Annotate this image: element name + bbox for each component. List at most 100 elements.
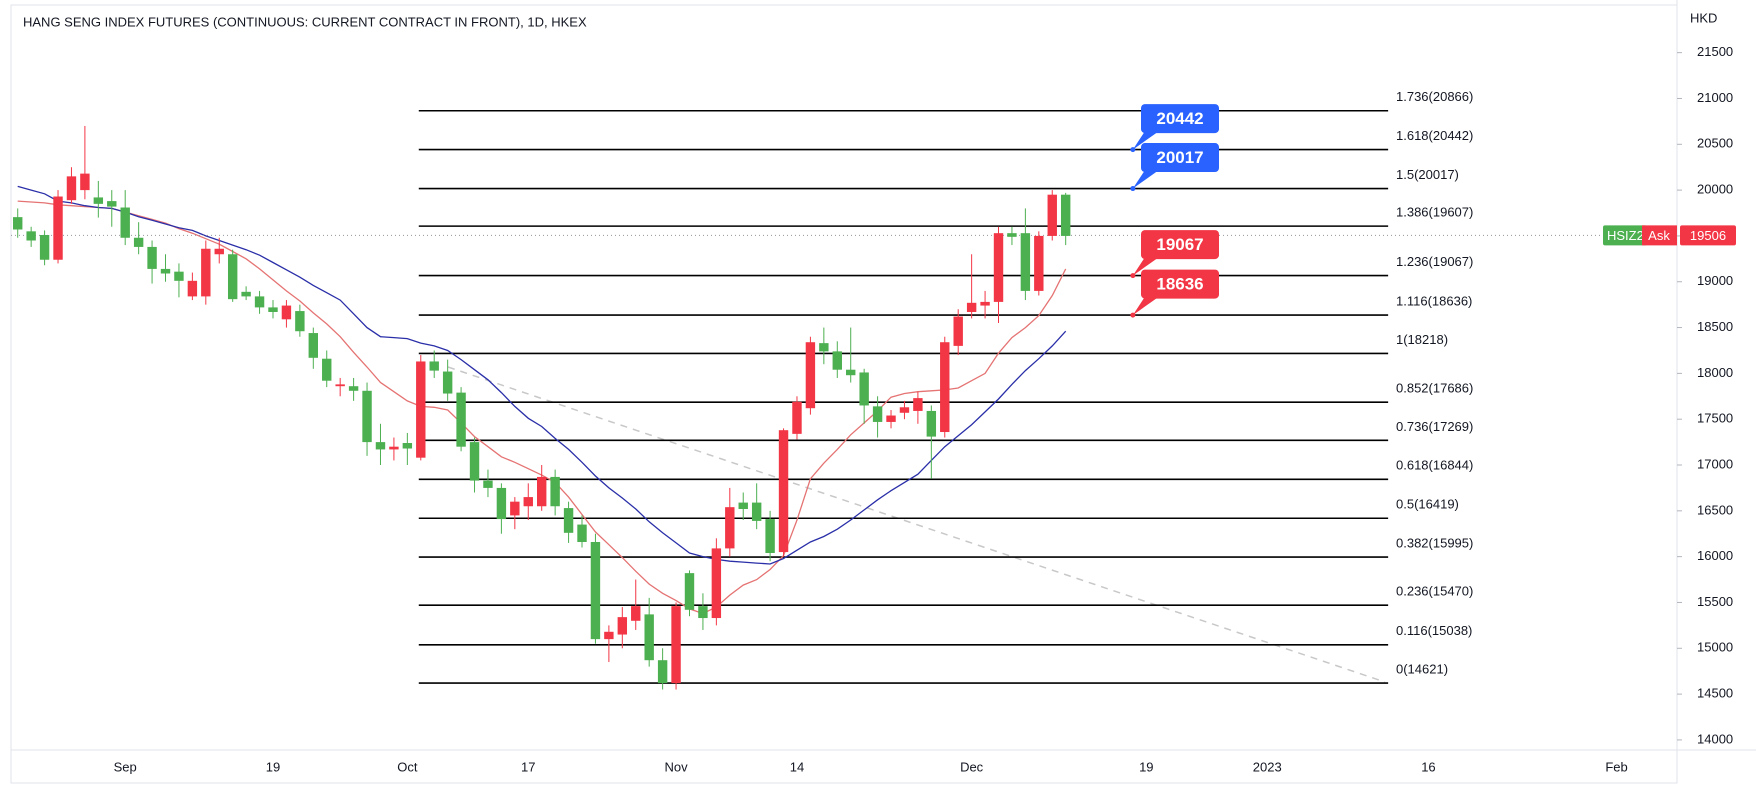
symbol-tag-label: HSIZ2 bbox=[1607, 228, 1644, 243]
candle-body bbox=[926, 410, 937, 437]
y-tick-label: 17000 bbox=[1697, 456, 1733, 471]
chart-title: HANG SENG INDEX FUTURES (CONTINUOUS: CUR… bbox=[23, 14, 587, 29]
callout-box bbox=[1141, 143, 1219, 173]
candle-body bbox=[416, 361, 426, 458]
candle-body bbox=[13, 217, 23, 230]
x-tick-label: 17 bbox=[521, 759, 535, 774]
callout-label: 20017 bbox=[1156, 148, 1203, 167]
y-tick-label: 14500 bbox=[1697, 686, 1733, 701]
candle-body bbox=[953, 316, 963, 346]
fib-level-label: 1(18218) bbox=[1396, 332, 1448, 347]
price-tag-label: 19506 bbox=[1690, 228, 1726, 243]
candle-body bbox=[1020, 233, 1031, 291]
fib-level-label: 1.386(19607) bbox=[1396, 205, 1473, 220]
candle-body bbox=[536, 476, 547, 507]
candle-body bbox=[993, 233, 1004, 302]
y-tick-label: 16000 bbox=[1697, 548, 1733, 563]
candle-body bbox=[308, 333, 319, 358]
y-tick-label: 15500 bbox=[1697, 594, 1733, 609]
side-tag bbox=[1642, 225, 1677, 246]
candle-body bbox=[725, 507, 735, 549]
fib-level-label: 0.5(16419) bbox=[1396, 497, 1459, 512]
fib-level-label: 0.116(15038) bbox=[1396, 623, 1472, 638]
candle-body bbox=[80, 173, 90, 191]
candle-body bbox=[93, 197, 104, 204]
x-tick-label: 19 bbox=[266, 759, 280, 774]
ma-line bbox=[17, 185, 1067, 565]
candle-body bbox=[241, 291, 251, 297]
callout-pointer bbox=[1132, 131, 1159, 150]
candle-body bbox=[765, 519, 775, 553]
y-axis-label: HKD bbox=[1690, 10, 1717, 25]
candle-body bbox=[1060, 194, 1071, 236]
candle-body bbox=[711, 548, 722, 619]
candle-body bbox=[550, 476, 560, 507]
y-tick-label: 18000 bbox=[1697, 365, 1733, 380]
candle-body bbox=[644, 614, 654, 661]
candle-body bbox=[523, 497, 533, 507]
candle-body bbox=[375, 442, 386, 450]
candle-body bbox=[872, 406, 883, 422]
candle-body bbox=[335, 384, 345, 387]
fib-level-label: 1.736(20866) bbox=[1396, 89, 1473, 104]
candle-body bbox=[738, 502, 748, 509]
y-tick-label: 15000 bbox=[1697, 640, 1733, 655]
y-tick-label: 21500 bbox=[1697, 44, 1733, 59]
x-tick-label: 2023 bbox=[1253, 759, 1282, 774]
x-tick-label: Feb bbox=[1605, 759, 1627, 774]
candle-body bbox=[402, 443, 413, 449]
candle-body bbox=[886, 415, 896, 422]
x-tick-label: 16 bbox=[1421, 759, 1435, 774]
candle-body bbox=[120, 207, 130, 238]
callout-box bbox=[1141, 230, 1219, 260]
candle-body bbox=[671, 606, 681, 684]
candle-body bbox=[362, 390, 372, 443]
x-tick-label: Dec bbox=[960, 759, 984, 774]
callout-box bbox=[1141, 104, 1219, 134]
candle-body bbox=[819, 343, 829, 352]
candle-body bbox=[26, 231, 36, 241]
y-tick-label: 18500 bbox=[1697, 319, 1733, 334]
fib-level-label: 0.618(16844) bbox=[1396, 458, 1473, 473]
candle-body bbox=[39, 235, 50, 260]
fib-level-label: 1.5(20017) bbox=[1396, 167, 1459, 182]
x-tick-label: 19 bbox=[1139, 759, 1153, 774]
candle-body bbox=[1047, 194, 1057, 236]
candle-body bbox=[617, 617, 628, 635]
candle-body bbox=[590, 541, 601, 640]
candle-body bbox=[389, 446, 399, 450]
callout-label: 20442 bbox=[1156, 109, 1203, 128]
candle-body bbox=[214, 248, 224, 255]
fib-level-label: 1.116(18636) bbox=[1396, 294, 1472, 309]
candle-body bbox=[268, 307, 278, 312]
y-tick-label: 17500 bbox=[1697, 411, 1733, 426]
side-tag-label: Ask bbox=[1648, 228, 1670, 243]
candle-body bbox=[913, 398, 923, 411]
candle-body bbox=[899, 407, 910, 413]
x-tick-label: Oct bbox=[397, 759, 418, 774]
fib-level-label: 0.236(15470) bbox=[1396, 584, 1473, 599]
candle-body bbox=[563, 508, 574, 533]
candle-body bbox=[980, 301, 990, 306]
fib-level-label: 0(14621) bbox=[1396, 661, 1448, 676]
candle-body bbox=[187, 280, 198, 297]
candle-body bbox=[53, 196, 63, 260]
price-tag bbox=[1680, 225, 1736, 246]
candle-body bbox=[966, 302, 977, 312]
candle-body bbox=[859, 372, 869, 406]
candle-body bbox=[429, 361, 439, 371]
candle-body bbox=[160, 268, 171, 274]
callout-pointer bbox=[1132, 257, 1159, 276]
candle-body bbox=[456, 392, 466, 447]
y-tick-label: 21000 bbox=[1697, 90, 1733, 105]
candle-body bbox=[281, 305, 292, 320]
fib-level-label: 0.736(17269) bbox=[1396, 419, 1473, 434]
candle-body bbox=[846, 369, 856, 376]
candle-body bbox=[1034, 235, 1044, 291]
candle-body bbox=[684, 573, 695, 610]
fib-level-label: 0.382(15995) bbox=[1396, 536, 1473, 551]
callout-label: 19067 bbox=[1156, 235, 1203, 254]
candle-body bbox=[147, 246, 157, 269]
